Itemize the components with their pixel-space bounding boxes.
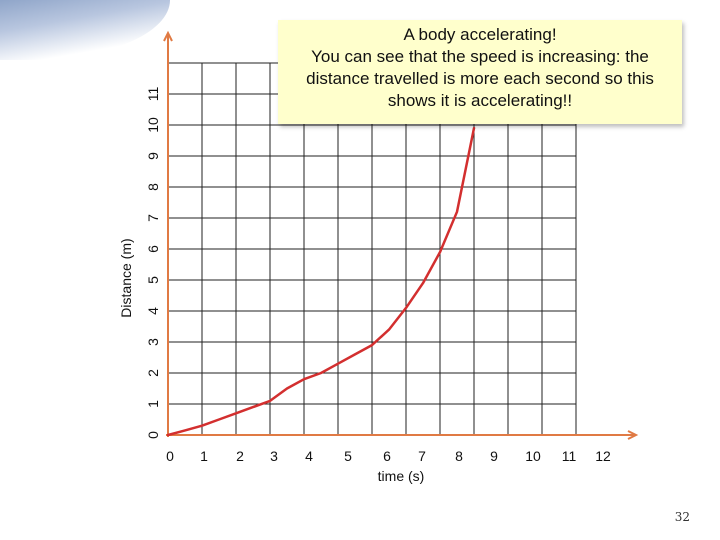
distance-curve (166, 126, 476, 437)
x-tick-label: 2 (236, 448, 244, 464)
y-tick-label: 0 (145, 431, 161, 439)
x-tick-label: 12 (595, 448, 611, 464)
annotation-line-3: distance travelled is more each second s… (306, 69, 654, 88)
annotation-line-4: shows it is accelerating!! (387, 91, 573, 110)
x-tick-label: 0 (166, 448, 174, 464)
annotation-line-2: You can see that the speed is increasing… (311, 47, 649, 66)
x-tick-label: 11 (562, 448, 577, 464)
y-tick-label: 5 (145, 276, 161, 284)
x-tick-label: 5 (344, 448, 352, 464)
x-tick-labels: 0 1 2 3 4 5 6 7 8 9 10 11 12 (166, 448, 611, 464)
chart-grid (168, 62, 577, 435)
x-tick-label: 10 (525, 448, 541, 464)
x-tick-label: 8 (455, 448, 463, 464)
slide-number: 32 (674, 510, 690, 524)
x-axis-arrowhead (627, 430, 639, 440)
y-tick-label: 11 (145, 87, 161, 102)
y-tick-label: 2 (145, 369, 161, 377)
y-tick-label: 9 (145, 152, 161, 160)
y-tick-label: 3 (145, 338, 161, 346)
y-tick-label: 4 (145, 307, 161, 315)
y-tick-label: 1 (145, 400, 161, 408)
annotation-line-1: A body accelerating! (403, 25, 557, 44)
y-tick-label: 6 (145, 245, 161, 253)
x-tick-label: 3 (270, 448, 278, 464)
y-axis-arrowhead (163, 30, 173, 42)
y-tick-label: 10 (145, 117, 161, 133)
y-tick-label: 7 (145, 214, 161, 222)
x-tick-label: 6 (383, 448, 391, 464)
y-tick-labels: 0 1 2 3 4 5 6 7 8 9 10 11 (145, 87, 161, 439)
x-axis-title: time (s) (378, 468, 425, 484)
annotation-callout: A body accelerating! You can see that th… (278, 20, 682, 124)
x-tick-label: 9 (490, 448, 498, 464)
chart-axes (163, 30, 639, 440)
x-tick-label: 4 (305, 448, 313, 464)
y-axis-title: Distance (m) (118, 238, 134, 317)
x-tick-label: 7 (418, 448, 426, 464)
y-tick-label: 8 (145, 183, 161, 191)
x-tick-label: 1 (200, 448, 208, 464)
